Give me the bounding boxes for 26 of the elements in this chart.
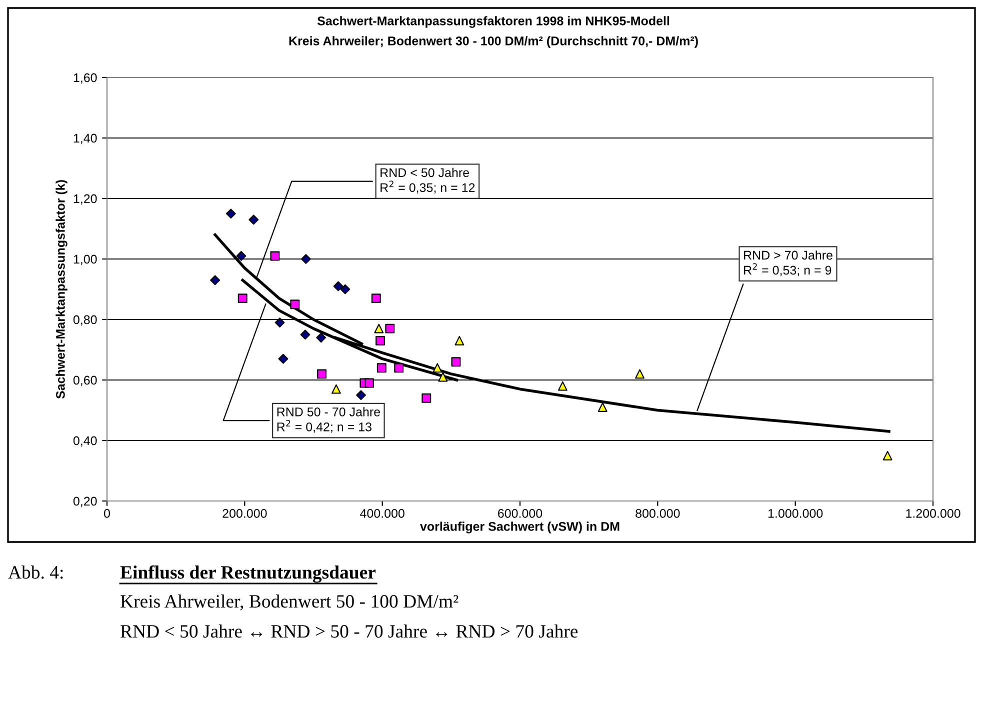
x-tick-label: 800.000 [636,508,680,518]
x-tick-label: 200.000 [222,508,267,518]
y-tick-label: 0,40 [73,436,97,447]
y-tick-label: 1,40 [74,134,97,144]
text: Einfluss der Restnutzungsdauer [120,565,376,583]
y-axis-title: Sachwert-Marktanpassungsfaktor (k) [56,180,68,399]
annotation: RND > 70 Jahre R$^{2}$ = 0,53; n = 9 [744,250,832,276]
x-tick-label: 400.000 [360,508,404,518]
text: Kreis Ahrweiler, Bodenwert 50 - 100 DM/m² [120,594,458,610]
chart-subtitle: Kreis Ahrweiler; Bodenwert 30 - 100 DM/m² (Durchschnitt 70,- DM/m²) [289,36,698,48]
chart-title: Sachwert-Marktanpassungsfaktoren 1998 im NHK95-Modell [317,16,670,28]
y-tick-label: 1,00 [74,254,97,266]
y-tick-label: 0,20 [73,496,97,508]
x-tick-label: 600.000 [498,508,542,518]
caption: Abb. 4: [8,566,63,579]
annotation: RND < 50 Jahre R$^{2}$ = 0,35; n = 12 [380,168,475,194]
x-tick-label: 1.000.000 [768,508,823,518]
y-tick-label: 0,80 [73,315,97,326]
y-tick-label: 1,20 [74,194,97,205]
text: RND < 50 Jahre ↔ RND > 50 - 70 Jahre ↔ RND > 70 Jahre [120,624,578,638]
x-tick-label: 1.200.000 [906,508,960,518]
annotation: RND 50 - 70 Jahre R$^{2}$ = 0,42; n = 13 [277,407,380,433]
y-tick-label: 0,60 [73,376,97,386]
x-axis-title: vorläufiger Sachwert (vSW) in DM [420,522,620,534]
y-tick-label: 1,60 [74,73,97,84]
x-tick-label: 0 [104,508,110,518]
